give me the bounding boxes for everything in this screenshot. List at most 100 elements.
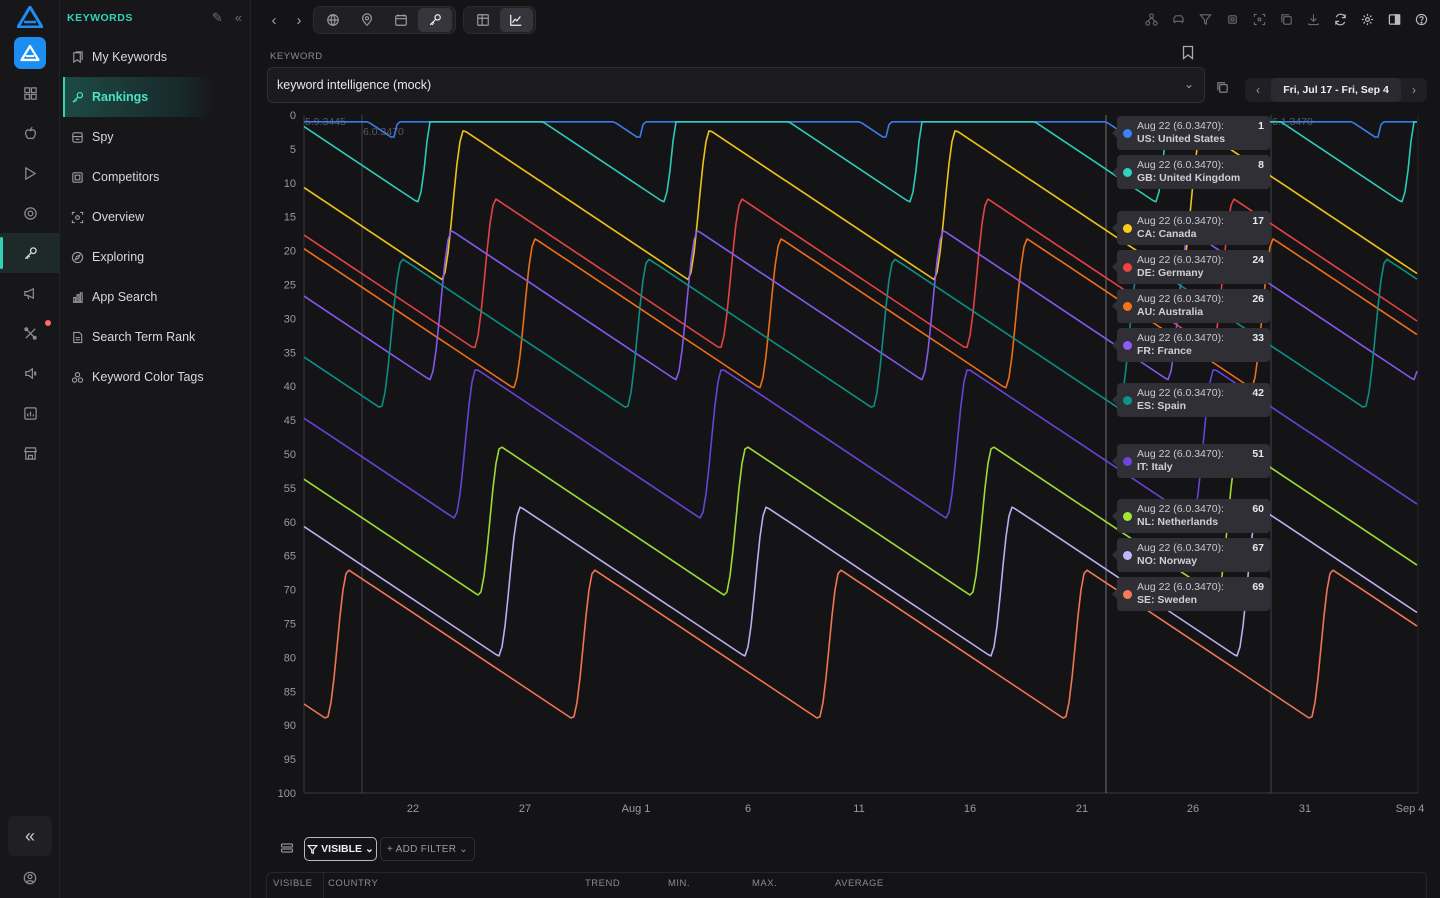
x-tick-label: 6 bbox=[745, 803, 751, 815]
x-tick-label: 11 bbox=[853, 803, 864, 815]
forward-button[interactable]: › bbox=[287, 8, 311, 32]
copy-icon[interactable] bbox=[1279, 12, 1293, 26]
location-button[interactable] bbox=[350, 8, 384, 32]
chart-view-button[interactable] bbox=[499, 8, 533, 32]
copy-keyword-button[interactable] bbox=[1216, 81, 1229, 99]
rail-play-button[interactable] bbox=[0, 153, 60, 193]
filter-icon[interactable] bbox=[1198, 12, 1212, 26]
bookmark-button[interactable] bbox=[1181, 45, 1195, 65]
account-button[interactable] bbox=[0, 866, 60, 890]
sidebar-item-spy[interactable]: Spy bbox=[63, 117, 213, 157]
display-toggle bbox=[463, 6, 536, 34]
rail-dashboard-button[interactable] bbox=[0, 73, 60, 113]
column-header-country[interactable]: COUNTRY bbox=[328, 878, 379, 889]
tooltip-row: Aug 22 (6.0.3470): 24 bbox=[1137, 254, 1264, 267]
series-line-no bbox=[303, 506, 1418, 657]
x-tick-label: 16 bbox=[964, 803, 976, 815]
x-tick-label: 22 bbox=[407, 803, 419, 815]
y-tick-label: 20 bbox=[284, 246, 296, 258]
add-filter-button[interactable]: + ADD FILTER ⌄ bbox=[380, 837, 475, 861]
column-settings-button[interactable] bbox=[280, 841, 294, 860]
table-view-button[interactable] bbox=[466, 8, 500, 32]
tooltip-country: NO: Norway bbox=[1137, 555, 1198, 567]
sidebar-item-exploring[interactable]: Exploring bbox=[63, 237, 213, 277]
calendar-button[interactable] bbox=[384, 8, 418, 32]
filter-icon bbox=[307, 844, 319, 854]
tooltip-row: Aug 22 (6.0.3470): 67 bbox=[1137, 542, 1264, 555]
copy-icon bbox=[1217, 82, 1228, 93]
next-range-button[interactable]: › bbox=[1412, 83, 1416, 97]
rail-volume-button[interactable] bbox=[0, 353, 60, 393]
series-line-nl bbox=[303, 446, 1418, 596]
column-header-trend[interactable]: TREND bbox=[585, 878, 621, 889]
rail-tools-button[interactable] bbox=[0, 313, 60, 353]
sidebar-item-app-search[interactable]: App Search bbox=[63, 277, 213, 317]
edit-icon[interactable]: ✎ bbox=[211, 10, 223, 25]
back-button[interactable]: ‹ bbox=[262, 8, 286, 32]
tooltip-rank: 42 bbox=[1252, 387, 1264, 399]
y-tick-label: 70 bbox=[284, 585, 296, 597]
chip-icon[interactable] bbox=[1225, 12, 1239, 26]
previous-range-button[interactable]: ‹ bbox=[1256, 83, 1260, 97]
column-header-max[interactable]: MAX. bbox=[752, 878, 778, 889]
settings-gear-icon[interactable] bbox=[1360, 12, 1374, 26]
collapse-nav-icon[interactable]: « bbox=[234, 10, 242, 25]
keyword-select[interactable]: keyword intelligence (mock) ⌄ bbox=[267, 67, 1205, 103]
series-color-dot bbox=[1123, 457, 1132, 466]
rank-tooltip: Aug 22 (6.0.3470): 60 NL: Netherlands bbox=[1112, 499, 1270, 533]
y-tick-label: 100 bbox=[278, 788, 296, 800]
rank-tooltip: Aug 22 (6.0.3470): 8 GB: United Kingdom bbox=[1112, 155, 1270, 189]
sidebar-header-actions: ✎ « bbox=[212, 10, 242, 26]
keyword-button[interactable] bbox=[418, 8, 452, 32]
sidebar-item-rankings[interactable]: Rankings bbox=[63, 77, 213, 117]
chevron-left-icon: ‹ bbox=[271, 11, 277, 29]
tooltip-rank: 1 bbox=[1258, 120, 1264, 132]
rail-store-button[interactable] bbox=[0, 433, 60, 473]
tooltip-date: Aug 22 (6.0.3470): bbox=[1137, 254, 1224, 266]
rank-tooltip: Aug 22 (6.0.3470): 1 US: United States bbox=[1112, 116, 1270, 150]
tooltip-rank: 51 bbox=[1252, 448, 1264, 460]
globe-button[interactable] bbox=[316, 8, 350, 32]
date-range-value[interactable]: Fri, Jul 17 - Fri, Sep 4 bbox=[1271, 78, 1401, 102]
visible-filter-button[interactable]: VISIBLE ⌄ bbox=[304, 837, 377, 861]
tooltip-date: Aug 22 (6.0.3470): bbox=[1137, 581, 1224, 593]
document-icon bbox=[73, 331, 83, 343]
tooltip-country: SE: Sweden bbox=[1137, 594, 1198, 606]
bar-chart-icon bbox=[72, 291, 83, 303]
y-tick-label: 30 bbox=[284, 313, 296, 325]
sidebar-item-overview[interactable]: Overview bbox=[63, 197, 213, 237]
sidebar-item-competitors[interactable]: Competitors bbox=[63, 157, 213, 197]
y-tick-label: 0 bbox=[290, 110, 296, 122]
rail-apple-button[interactable] bbox=[0, 113, 60, 153]
column-header-visible[interactable]: VISIBLE bbox=[273, 878, 313, 889]
column-header-average[interactable]: AVERAGE bbox=[835, 878, 884, 889]
download-icon[interactable] bbox=[1306, 12, 1320, 26]
collapse-sidebar-button[interactable]: « bbox=[8, 816, 52, 856]
rail-target-button[interactable] bbox=[0, 193, 60, 233]
x-tick-label: 31 bbox=[1299, 803, 1311, 815]
y-tick-label: 90 bbox=[284, 720, 296, 732]
y-tick-label: 65 bbox=[284, 551, 296, 563]
sidebar-item-keyword-color-tags[interactable]: Keyword Color Tags bbox=[63, 357, 213, 397]
series-color-dot bbox=[1123, 512, 1132, 521]
series-color-dot bbox=[1123, 224, 1132, 233]
panel-toggle-icon[interactable] bbox=[1387, 12, 1401, 26]
hierarchy-icon[interactable] bbox=[1144, 12, 1158, 26]
y-tick-label: 5 bbox=[290, 144, 296, 156]
rail-reports-button[interactable] bbox=[0, 393, 60, 433]
car-icon[interactable] bbox=[1171, 12, 1185, 26]
screenshot-icon[interactable] bbox=[1252, 12, 1266, 26]
sidebar-item-my-keywords[interactable]: My Keywords bbox=[63, 37, 213, 77]
rail-megaphone-button[interactable] bbox=[0, 273, 60, 313]
refresh-icon[interactable] bbox=[1333, 12, 1347, 26]
tooltip-country: US: United States bbox=[1137, 133, 1226, 145]
help-icon[interactable] bbox=[1414, 12, 1428, 26]
tooltip-row: Aug 22 (6.0.3470): 1 bbox=[1137, 120, 1264, 133]
apple-icon bbox=[24, 126, 36, 139]
column-divider bbox=[323, 873, 324, 898]
tooltip-date: Aug 22 (6.0.3470): bbox=[1137, 387, 1224, 399]
column-header-min[interactable]: MIN. bbox=[668, 878, 691, 889]
sidebar-item-search-term-rank[interactable]: Search Term Rank bbox=[63, 317, 213, 357]
rail-keywords-button[interactable] bbox=[0, 233, 60, 273]
app-switcher-button[interactable] bbox=[14, 37, 46, 69]
